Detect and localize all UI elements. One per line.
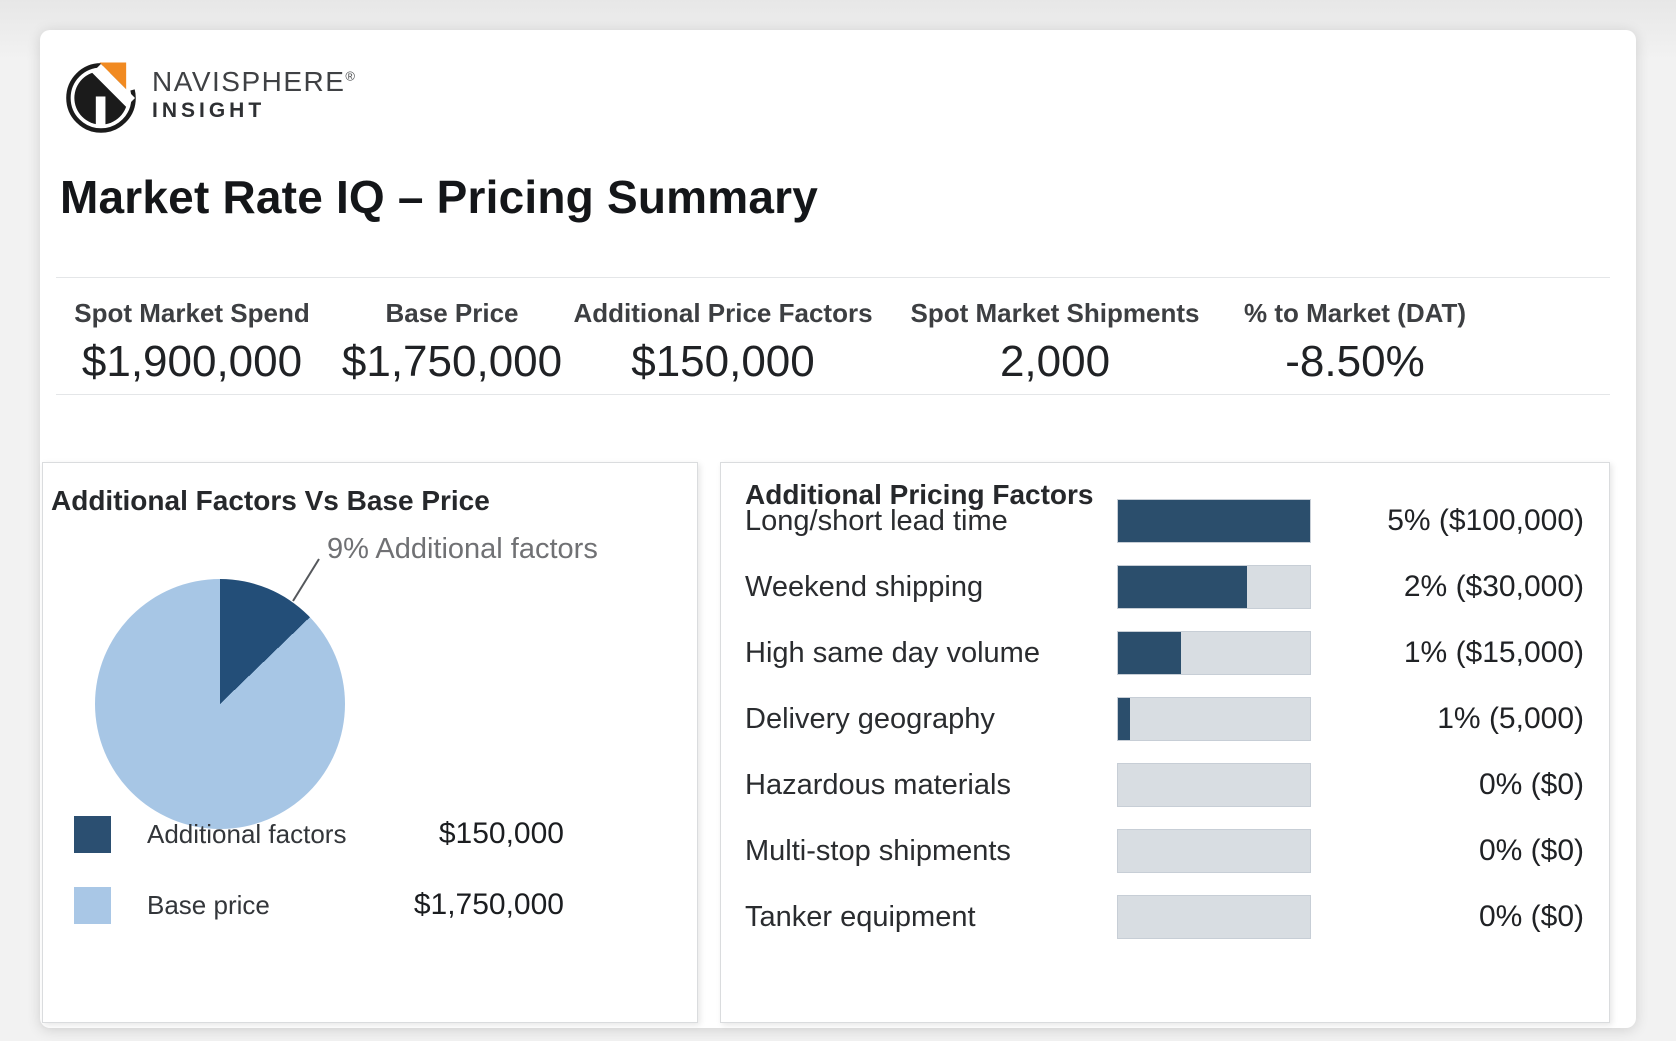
legend-label: Additional factors xyxy=(147,818,347,849)
kpi-value: $150,000 xyxy=(631,337,815,386)
legend-label: Base price xyxy=(147,889,270,920)
bar-track[interactable] xyxy=(1117,895,1311,939)
page-title: Market Rate IQ – Pricing Summary xyxy=(60,171,819,223)
bar-track[interactable] xyxy=(1117,631,1311,675)
kpi-value: -8.50% xyxy=(1285,337,1425,386)
bar-fill xyxy=(1118,500,1310,542)
bar-label: High same day volume xyxy=(745,636,1040,669)
bar-value: 5% ($100,000) xyxy=(1387,504,1584,537)
brand-name: NAVISPHERE® xyxy=(152,66,357,98)
bar-row-multi-stop-shipments: Multi-stop shipments 0% ($0) xyxy=(745,829,1584,873)
legend-value: $1,750,000 xyxy=(413,888,564,921)
bar-chart: Long/short lead time 5% ($100,000) Weeke… xyxy=(745,499,1584,961)
registered-mark: ® xyxy=(345,68,357,84)
bar-label: Weekend shipping xyxy=(745,570,984,603)
bar-row-tanker-equipment: Tanker equipment 0% ($0) xyxy=(745,895,1584,939)
bar-value: 2% ($30,000) xyxy=(1403,570,1584,603)
legend-value: $150,000 xyxy=(438,817,564,850)
kpi-value: $1,900,000 xyxy=(81,337,303,386)
bar-row-weekend-shipping: Weekend shipping 2% ($30,000) xyxy=(745,565,1584,609)
kpi-summary-band: Spot Market Spend $1,900,000 Base Price … xyxy=(56,277,1610,395)
pie-chart[interactable] xyxy=(95,579,345,829)
bar-label: Multi-stop shipments xyxy=(745,834,1011,867)
bar-label: Tanker equipment xyxy=(745,900,976,933)
bar-value: 1% ($15,000) xyxy=(1403,636,1584,669)
bar-row-hazardous-materials: Hazardous materials 0% ($0) xyxy=(745,763,1584,807)
kpi-value: 2,000 xyxy=(999,337,1111,386)
bar-row-long-short-lead-time: Long/short lead time 5% ($100,000) xyxy=(745,499,1584,543)
kpi-base-price: Base Price $1,750,000 xyxy=(342,298,562,387)
kpi-additional-price-factors: Additional Price Factors $150,000 xyxy=(573,298,872,387)
kpi-label: Additional Price Factors xyxy=(573,298,873,328)
bar-value: 0% ($0) xyxy=(1478,900,1584,933)
legend-item-additional-factors: Additional factors $150,000 xyxy=(74,815,564,853)
dashboard-card: NAVISPHERE® INSIGHT Market Rate IQ – Pri… xyxy=(40,30,1636,1028)
bar-value: 0% ($0) xyxy=(1478,834,1584,867)
bar-track[interactable] xyxy=(1117,499,1311,543)
brand-text: NAVISPHERE® INSIGHT xyxy=(152,67,357,122)
bar-track[interactable] xyxy=(1117,829,1311,873)
kpi-label: Spot Market Shipments xyxy=(910,298,1200,328)
legend-swatch-dark xyxy=(74,815,111,853)
bar-label: Long/short lead time xyxy=(745,504,1008,537)
bar-value: 0% ($0) xyxy=(1478,768,1584,801)
legend-swatch-light xyxy=(74,886,111,924)
kpi-label: % to Market (DAT) xyxy=(1244,298,1466,328)
bar-track[interactable] xyxy=(1117,697,1311,741)
navisphere-logo-icon xyxy=(66,62,136,133)
bar-track[interactable] xyxy=(1117,565,1311,609)
bar-track[interactable] xyxy=(1117,763,1311,807)
brand-sub: INSIGHT xyxy=(152,98,266,122)
bar-value: 1% (5,000) xyxy=(1437,702,1584,735)
bar-chart-title: Additional Pricing Factors xyxy=(745,479,1094,510)
legend-item-base-price: Base price $1,750,000 xyxy=(74,886,564,924)
bar-fill xyxy=(1118,632,1182,674)
pie-chart-title: Additional Factors Vs Base Price xyxy=(51,485,490,516)
bar-fill xyxy=(1118,566,1247,608)
kpi-label: Spot Market Spend xyxy=(74,298,310,328)
bar-label: Hazardous materials xyxy=(745,768,1011,801)
pie-legend: Additional factors $150,000 Base price $… xyxy=(74,815,564,957)
bar-fill xyxy=(1118,698,1130,740)
bar-label: Delivery geography xyxy=(745,702,995,735)
kpi-percent-to-market-dat: % to Market (DAT) -8.50% xyxy=(1244,298,1466,387)
kpi-spot-market-spend: Spot Market Spend $1,900,000 xyxy=(74,298,309,387)
bar-row-delivery-geography: Delivery geography 1% (5,000) xyxy=(745,697,1584,741)
pie-chart-panel: Additional Factors Vs Base Price 9% Addi… xyxy=(42,462,698,1023)
navisphere-logo: NAVISPHERE® INSIGHT xyxy=(64,56,357,134)
bar-row-high-same-day-volume: High same day volume 1% ($15,000) xyxy=(745,631,1584,675)
kpi-spot-market-shipments: Spot Market Shipments 2,000 xyxy=(911,298,1200,387)
pie-callout-label: 9% Additional factors xyxy=(327,533,598,565)
bar-chart-panel: Additional Pricing Factors Long/short le… xyxy=(720,462,1610,1023)
kpi-label: Base Price xyxy=(385,298,519,328)
kpi-value: $1,750,000 xyxy=(341,337,563,386)
